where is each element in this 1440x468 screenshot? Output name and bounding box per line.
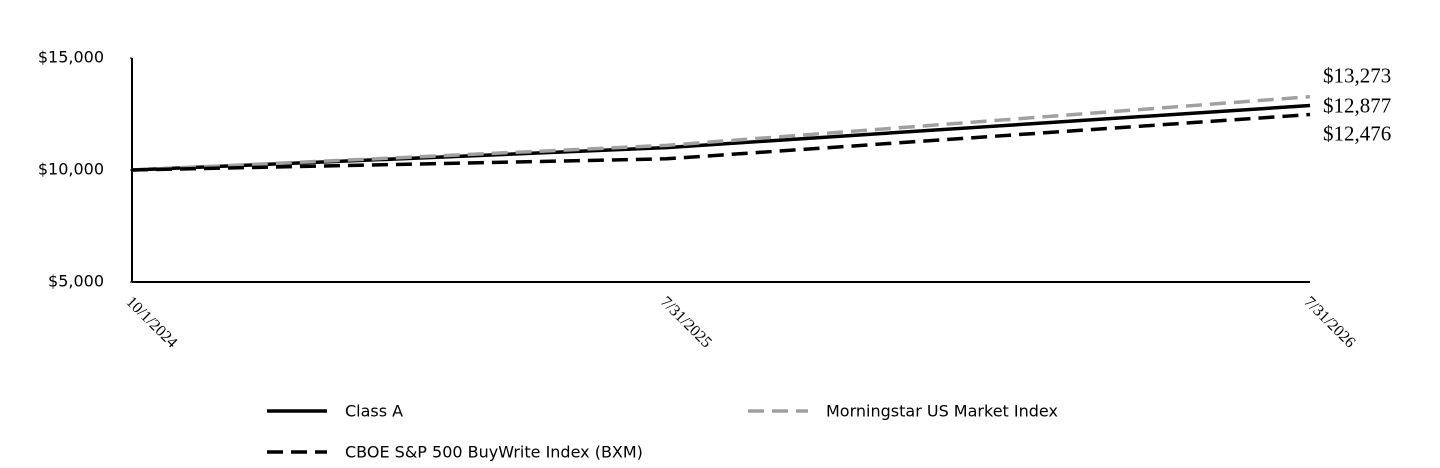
value-label: $12,877 [1323, 93, 1391, 117]
series-line [131, 112, 1311, 172]
series-line [131, 94, 1311, 172]
x-tick-label: 10/1/2024 [123, 293, 181, 351]
y-tick-label: $5,000 [48, 272, 104, 291]
value-label: $12,476 [1323, 121, 1391, 145]
y-tick-label: $10,000 [38, 160, 104, 179]
y-tick-label: $15,000 [38, 48, 104, 67]
legend-label: CBOE S&P 500 BuyWrite Index (BXM) [345, 443, 643, 462]
x-tick-label: 7/31/2026 [1301, 293, 1359, 351]
legend-label: Morningstar US Market Index [826, 402, 1058, 421]
value-label: $13,273 [1323, 63, 1391, 87]
legend-label: Class A [345, 402, 403, 421]
x-tick-label: 7/31/2025 [657, 293, 715, 351]
